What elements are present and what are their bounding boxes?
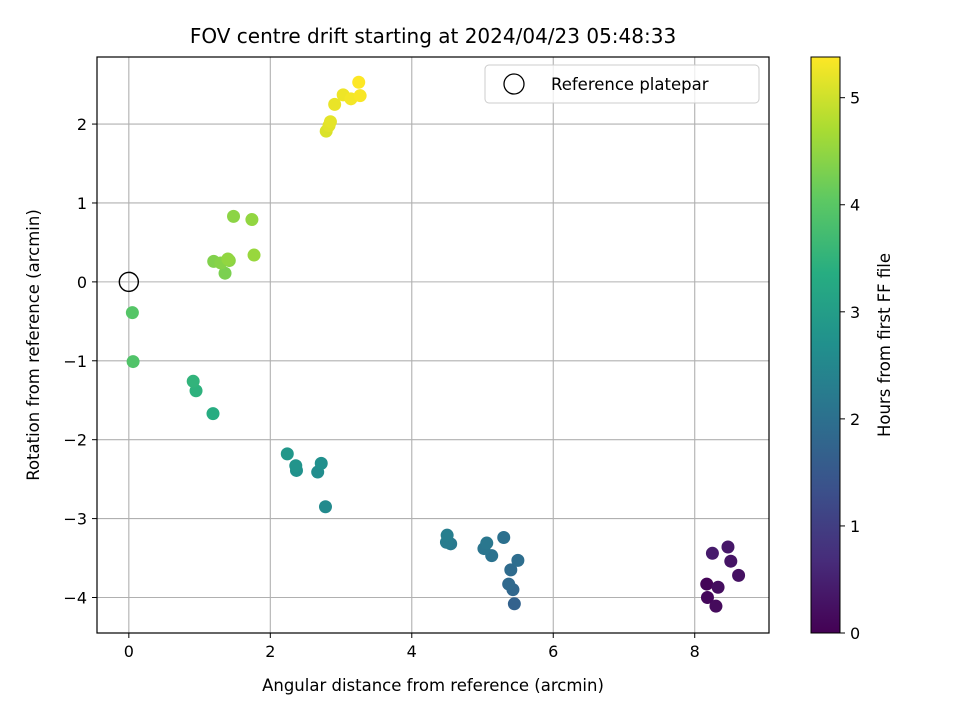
data-point-8 bbox=[507, 597, 521, 611]
plot-frame bbox=[96, 56, 770, 634]
colorbar-frame bbox=[810, 56, 841, 634]
plot-background bbox=[97, 57, 769, 633]
data-point-6 bbox=[721, 540, 735, 554]
chart-title: FOV centre drift starting at 2024/04/23 … bbox=[190, 24, 676, 48]
colorbar-ticks: 0 1 2 3 4 5 bbox=[840, 89, 860, 643]
data-point-25 bbox=[280, 447, 294, 461]
data-point-0 bbox=[700, 577, 714, 591]
reference-platepar-marker bbox=[118, 271, 140, 293]
x-axis-label: Angular distance from reference (arcmin) bbox=[262, 676, 604, 695]
legend-marker-reference bbox=[503, 73, 525, 95]
y-tick-label: −1 bbox=[63, 352, 87, 371]
y-axis-ticks: −4 −3 −2 −1 0 1 2 bbox=[63, 115, 97, 607]
data-point-2 bbox=[709, 599, 723, 613]
colorbar-tick-label: 4 bbox=[850, 196, 860, 215]
data-point-35 bbox=[221, 252, 235, 266]
data-point-45 bbox=[353, 89, 367, 103]
y-tick-label: 0 bbox=[77, 273, 87, 292]
data-point-31 bbox=[218, 266, 232, 280]
data-point-37 bbox=[227, 209, 241, 223]
data-point-19 bbox=[440, 528, 454, 542]
data-point-46 bbox=[352, 75, 366, 89]
data-point-30 bbox=[125, 306, 139, 320]
colorbar: 0 1 2 3 4 5 Hours from first FF file bbox=[810, 56, 894, 643]
data-point-24 bbox=[289, 459, 303, 473]
data-point-16 bbox=[480, 536, 494, 550]
y-tick-label: −2 bbox=[63, 431, 87, 450]
colorbar-tick-label: 5 bbox=[850, 89, 860, 108]
data-point-11 bbox=[504, 563, 518, 577]
data-point-12 bbox=[511, 553, 525, 567]
y-tick-label: −4 bbox=[63, 588, 87, 607]
y-tick-label: −3 bbox=[63, 510, 87, 529]
data-point-28 bbox=[186, 374, 200, 388]
y-axis-label: Rotation from reference (arcmin) bbox=[24, 209, 43, 481]
legend-label-reference: Reference platepar bbox=[551, 75, 709, 94]
legend: Reference platepar bbox=[484, 64, 760, 104]
colorbar-tick-label: 0 bbox=[850, 624, 860, 643]
colorbar-gradient bbox=[811, 57, 840, 633]
reference-marker-layer bbox=[118, 271, 140, 293]
data-point-42 bbox=[328, 97, 342, 111]
data-point-38 bbox=[245, 213, 259, 227]
y-tick-label: 1 bbox=[77, 194, 87, 213]
data-point-20 bbox=[318, 500, 332, 514]
data-point-7 bbox=[705, 546, 719, 560]
data-point-22 bbox=[314, 456, 328, 470]
data-point-41 bbox=[323, 115, 337, 129]
data-point-26 bbox=[206, 407, 220, 421]
legend-box bbox=[484, 64, 760, 104]
data-point-3 bbox=[711, 580, 725, 594]
x-tick-label: 4 bbox=[407, 642, 417, 661]
grid-lines bbox=[97, 57, 769, 633]
x-axis-ticks: 0 2 4 6 8 bbox=[124, 633, 700, 661]
colorbar-tick-label: 1 bbox=[850, 517, 860, 536]
data-point-29 bbox=[126, 355, 140, 369]
x-tick-label: 0 bbox=[124, 642, 134, 661]
data-point-5 bbox=[724, 554, 738, 568]
y-tick-label: 2 bbox=[77, 115, 87, 134]
data-point-10 bbox=[502, 577, 516, 591]
plot-area: 0 2 4 6 8 −4 −3 −2 −1 0 1 2 bbox=[63, 56, 770, 661]
colorbar-tick-label: 2 bbox=[850, 410, 860, 429]
data-points bbox=[125, 75, 746, 613]
colorbar-label: Hours from first FF file bbox=[875, 253, 894, 437]
data-point-1 bbox=[700, 590, 714, 604]
x-tick-label: 6 bbox=[548, 642, 558, 661]
data-point-13 bbox=[497, 531, 511, 545]
x-tick-label: 2 bbox=[265, 642, 275, 661]
x-tick-label: 8 bbox=[690, 642, 700, 661]
data-point-36 bbox=[247, 248, 261, 262]
data-point-4 bbox=[732, 568, 746, 582]
colorbar-tick-label: 3 bbox=[850, 303, 860, 322]
